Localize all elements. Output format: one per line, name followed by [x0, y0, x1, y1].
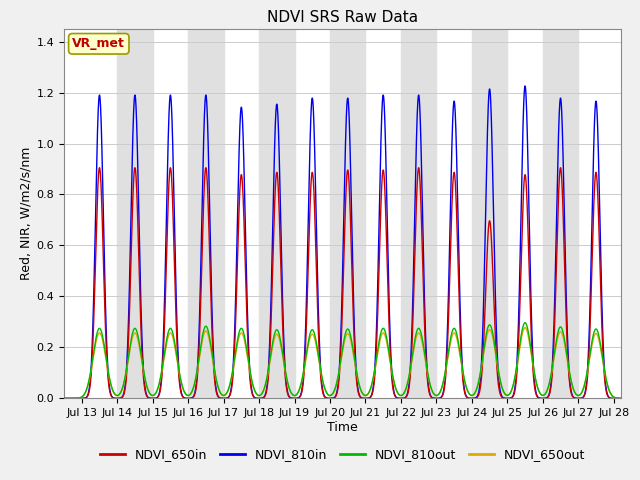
- NDVI_650in: [418, 217, 426, 223]
- Bar: [543, 29, 579, 398]
- NDVI_810in: [521, 83, 529, 89]
- NDVI_810in: [417, 160, 425, 166]
- NDVI_650out: [199, 336, 207, 341]
- NDVI_650out: [323, 391, 331, 397]
- Line: NDVI_810in: NDVI_810in: [64, 86, 621, 398]
- NDVI_810out: [459, 367, 467, 373]
- NDVI_650out: [417, 336, 425, 342]
- Bar: [330, 29, 365, 398]
- NDVI_810out: [417, 332, 425, 337]
- NDVI_650out: [617, 396, 625, 401]
- NDVI_650out: [60, 396, 68, 401]
- NDVI_650in: [199, 226, 207, 232]
- Text: VR_met: VR_met: [72, 37, 125, 50]
- NDVI_810in: [323, 396, 331, 401]
- NDVI_650in: [60, 396, 68, 401]
- Bar: [472, 29, 508, 398]
- NDVI_810out: [199, 331, 207, 337]
- Y-axis label: Red, NIR, W/m2/s/nm: Red, NIR, W/m2/s/nm: [19, 147, 33, 280]
- NDVI_810in: [617, 396, 625, 401]
- Bar: [259, 29, 294, 398]
- NDVI_650in: [617, 396, 625, 401]
- NDVI_810in: [199, 174, 207, 180]
- NDVI_650in: [459, 376, 467, 382]
- NDVI_810out: [617, 396, 625, 401]
- NDVI_650out: [459, 369, 467, 375]
- Legend: NDVI_650in, NDVI_810in, NDVI_810out, NDVI_650out: NDVI_650in, NDVI_810in, NDVI_810out, NDV…: [95, 443, 590, 466]
- NDVI_810in: [60, 396, 68, 401]
- Line: NDVI_650in: NDVI_650in: [64, 168, 621, 398]
- NDVI_650out: [397, 393, 404, 398]
- NDVI_810out: [397, 393, 404, 398]
- NDVI_650in: [95, 165, 103, 170]
- NDVI_810out: [323, 391, 331, 396]
- Bar: [117, 29, 153, 398]
- NDVI_650in: [397, 396, 404, 401]
- NDVI_810in: [459, 369, 467, 375]
- NDVI_650out: [581, 382, 589, 387]
- Bar: [188, 29, 223, 398]
- NDVI_650in: [324, 396, 332, 401]
- X-axis label: Time: Time: [327, 421, 358, 434]
- NDVI_810in: [581, 391, 589, 396]
- NDVI_650out: [521, 325, 529, 331]
- NDVI_810out: [60, 396, 68, 401]
- Line: NDVI_810out: NDVI_810out: [64, 323, 621, 398]
- NDVI_810out: [581, 381, 589, 386]
- NDVI_810out: [521, 320, 529, 325]
- NDVI_810in: [397, 396, 404, 401]
- Bar: [401, 29, 436, 398]
- Title: NDVI SRS Raw Data: NDVI SRS Raw Data: [267, 10, 418, 25]
- Line: NDVI_650out: NDVI_650out: [64, 328, 621, 398]
- NDVI_650in: [581, 392, 589, 398]
